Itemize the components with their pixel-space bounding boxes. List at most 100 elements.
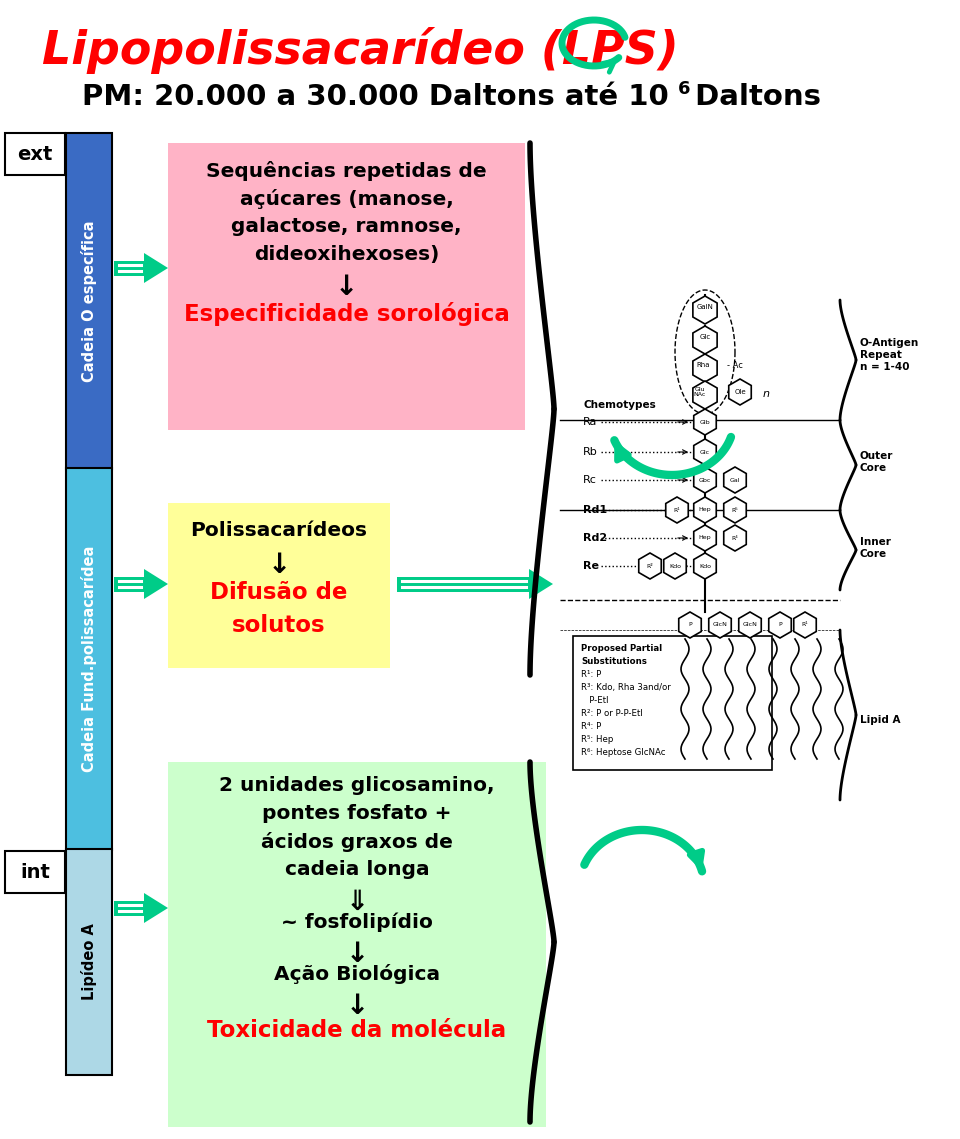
Text: Hep: Hep bbox=[699, 508, 711, 513]
Polygon shape bbox=[769, 612, 791, 638]
Text: ext: ext bbox=[17, 145, 53, 164]
FancyBboxPatch shape bbox=[66, 849, 112, 1075]
Polygon shape bbox=[724, 467, 746, 493]
Text: GlcN: GlcN bbox=[743, 623, 757, 628]
Text: PM: 20.000 a 30.000 Daltons até 10: PM: 20.000 a 30.000 Daltons até 10 bbox=[82, 83, 669, 110]
Text: Rc: Rc bbox=[583, 475, 597, 485]
Text: Lipídeo A: Lipídeo A bbox=[81, 924, 97, 1000]
Text: Outer
Core: Outer Core bbox=[860, 451, 894, 473]
Text: R⁴: R⁴ bbox=[732, 535, 738, 541]
Polygon shape bbox=[665, 497, 688, 523]
Text: cadeia longa: cadeia longa bbox=[285, 860, 429, 879]
Polygon shape bbox=[708, 612, 732, 638]
FancyBboxPatch shape bbox=[168, 762, 546, 1126]
Text: Glc: Glc bbox=[700, 334, 710, 341]
Polygon shape bbox=[144, 893, 168, 923]
Polygon shape bbox=[638, 554, 661, 579]
Text: 2 unidades glicosamino,: 2 unidades glicosamino, bbox=[219, 776, 494, 795]
Text: R¹: R¹ bbox=[802, 623, 808, 628]
Text: Especificidade sorológica: Especificidade sorológica bbox=[183, 302, 510, 326]
Text: Glu
NAc: Glu NAc bbox=[694, 386, 707, 398]
Text: P: P bbox=[688, 623, 692, 628]
Polygon shape bbox=[794, 612, 816, 638]
Text: galactose, ramnose,: galactose, ramnose, bbox=[231, 218, 462, 236]
Text: R¹: P: R¹: P bbox=[581, 670, 601, 679]
Text: 6: 6 bbox=[678, 80, 690, 98]
Text: ↓: ↓ bbox=[346, 992, 369, 1021]
Polygon shape bbox=[663, 554, 686, 579]
FancyBboxPatch shape bbox=[66, 468, 112, 850]
Text: Inner
Core: Inner Core bbox=[860, 538, 891, 559]
Text: Gal: Gal bbox=[730, 477, 740, 483]
Text: R²: R² bbox=[647, 564, 654, 568]
Text: solutos: solutos bbox=[232, 614, 325, 637]
Text: Rha: Rha bbox=[696, 362, 709, 368]
Text: pontes fosfato +: pontes fosfato + bbox=[262, 804, 452, 823]
Text: Sequências repetidas de: Sequências repetidas de bbox=[206, 161, 487, 181]
Text: R⁴: P: R⁴: P bbox=[581, 722, 601, 731]
Text: Hep: Hep bbox=[699, 535, 711, 541]
Text: int: int bbox=[20, 862, 50, 882]
Text: Gbc: Gbc bbox=[699, 477, 711, 483]
FancyBboxPatch shape bbox=[573, 636, 772, 770]
Text: ⇓: ⇓ bbox=[346, 888, 369, 916]
Text: R²: P or P-P-Etl: R²: P or P-P-Etl bbox=[581, 708, 643, 718]
Text: Cadeia O específica: Cadeia O específica bbox=[81, 220, 97, 382]
Text: Daltons: Daltons bbox=[685, 83, 821, 110]
Polygon shape bbox=[694, 554, 716, 579]
Text: Glc: Glc bbox=[700, 450, 710, 454]
Text: R⁵: Hep: R⁵: Hep bbox=[581, 735, 613, 744]
FancyBboxPatch shape bbox=[5, 133, 65, 175]
Text: R¹: R¹ bbox=[674, 508, 681, 513]
Text: Difusão de: Difusão de bbox=[210, 581, 348, 604]
Text: Proposed Partial: Proposed Partial bbox=[581, 644, 662, 653]
FancyBboxPatch shape bbox=[168, 503, 390, 667]
Polygon shape bbox=[694, 409, 716, 435]
Polygon shape bbox=[114, 261, 144, 276]
Polygon shape bbox=[693, 296, 717, 323]
Polygon shape bbox=[397, 576, 529, 591]
Text: Rd1: Rd1 bbox=[583, 505, 607, 515]
Polygon shape bbox=[694, 497, 716, 523]
Text: ↓: ↓ bbox=[346, 940, 369, 968]
Text: Polissacarídeos: Polissacarídeos bbox=[190, 521, 368, 540]
Text: Lipid A: Lipid A bbox=[860, 715, 900, 726]
Text: R⁵: R⁵ bbox=[732, 508, 738, 513]
Polygon shape bbox=[693, 382, 717, 409]
Polygon shape bbox=[694, 467, 716, 493]
FancyBboxPatch shape bbox=[5, 851, 65, 893]
Text: P: P bbox=[779, 623, 781, 628]
Text: O-Antigen
Repeat
n = 1-40: O-Antigen Repeat n = 1-40 bbox=[860, 338, 920, 371]
Polygon shape bbox=[693, 354, 717, 382]
Polygon shape bbox=[114, 901, 144, 916]
Polygon shape bbox=[724, 497, 746, 523]
Text: Rb: Rb bbox=[583, 446, 598, 457]
Text: P-Etl: P-Etl bbox=[581, 696, 609, 705]
Text: dideoxihexoses): dideoxihexoses) bbox=[253, 245, 439, 264]
Text: ↓: ↓ bbox=[268, 551, 291, 579]
Text: Lipopolissacarídeo (LPS): Lipopolissacarídeo (LPS) bbox=[42, 26, 679, 74]
Text: Kdo: Kdo bbox=[699, 564, 711, 568]
Text: R³: Kdo, Rha 3and/or: R³: Kdo, Rha 3and/or bbox=[581, 683, 671, 693]
Text: ↓: ↓ bbox=[335, 273, 358, 301]
Text: - Ac: - Ac bbox=[727, 361, 743, 369]
Text: Ação Biológica: Ação Biológica bbox=[274, 964, 440, 984]
Polygon shape bbox=[739, 612, 761, 638]
Text: R⁶: Heptose GlcNAc: R⁶: Heptose GlcNAc bbox=[581, 748, 665, 757]
Text: Substitutions: Substitutions bbox=[581, 657, 647, 666]
Polygon shape bbox=[144, 570, 168, 599]
Polygon shape bbox=[694, 525, 716, 551]
Text: ~ fosfolipídio: ~ fosfolipídio bbox=[281, 912, 433, 932]
Polygon shape bbox=[694, 439, 716, 465]
Text: Kdo: Kdo bbox=[669, 564, 681, 568]
Polygon shape bbox=[144, 253, 168, 282]
Polygon shape bbox=[693, 326, 717, 354]
Text: Rd2: Rd2 bbox=[583, 533, 607, 543]
Text: ácidos graxos de: ácidos graxos de bbox=[261, 831, 453, 852]
Text: Glb: Glb bbox=[700, 419, 710, 425]
Polygon shape bbox=[724, 525, 746, 551]
Text: açúcares (manose,: açúcares (manose, bbox=[240, 189, 453, 208]
Polygon shape bbox=[529, 570, 553, 599]
Polygon shape bbox=[114, 576, 144, 591]
FancyBboxPatch shape bbox=[168, 144, 525, 431]
